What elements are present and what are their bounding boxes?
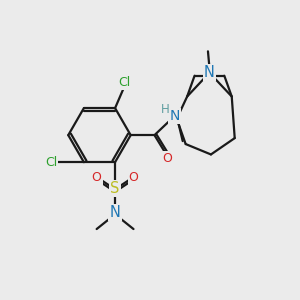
Text: O: O [92,170,102,184]
Text: N: N [110,205,121,220]
Text: S: S [110,181,120,196]
Text: Cl: Cl [118,76,130,89]
Text: N: N [204,65,215,80]
Text: O: O [129,170,138,184]
Text: O: O [162,152,172,165]
Text: N: N [169,109,180,123]
Text: H: H [161,103,170,116]
Text: Cl: Cl [45,156,57,169]
